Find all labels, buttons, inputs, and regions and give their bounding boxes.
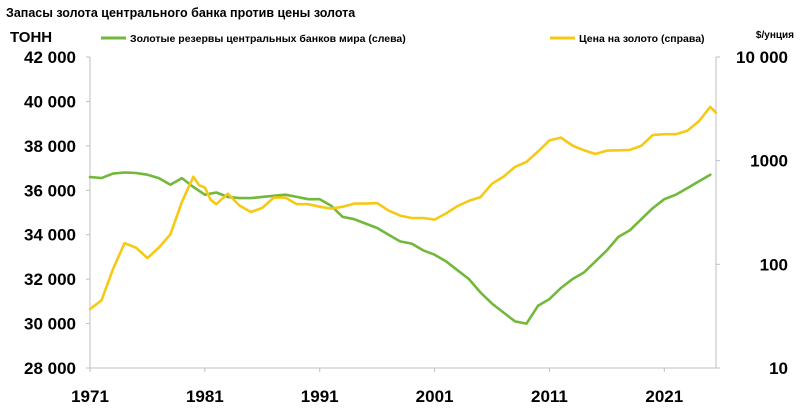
left-tick-label: 30 000 [24, 315, 76, 334]
legend-label: Цена на золото (справа) [579, 33, 705, 45]
series-layer [88, 105, 718, 325]
x-tick-label: 2021 [645, 387, 683, 406]
right-tick-label: 1000 [750, 152, 788, 171]
x-tick-label: 1971 [71, 387, 109, 406]
left-tick-label: 32 000 [24, 270, 76, 289]
legend-label: Золотые резервы центральных банков мира … [130, 33, 406, 45]
x-tick-label: 2011 [531, 387, 568, 406]
x-tick-label: 1981 [186, 387, 224, 406]
x-tick-label: 2001 [416, 387, 454, 406]
left-tick-label: 42 000 [24, 48, 76, 67]
right-tick-label: 100 [760, 255, 788, 274]
left-tick-label: 40 000 [24, 92, 76, 111]
chart-title: Запасы золота центрального банка против … [6, 6, 356, 20]
series-line-gold-price [88, 105, 718, 311]
left-axis-unit: ТОНН [10, 29, 52, 46]
right-tick-label: 10 000 [736, 48, 788, 67]
left-tick-label: 36 000 [24, 181, 76, 200]
left-tick-label: 34 000 [24, 226, 76, 245]
left-tick-label: 28 000 [24, 359, 76, 378]
right-tick-label: 10 [769, 359, 788, 378]
axes: 28 000 30 000 32 000 34 000 36 000 38 000 40 0… [10, 29, 794, 406]
left-tick-label: 38 000 [24, 137, 76, 156]
right-axis-unit: $/унция [756, 30, 794, 41]
series-line-central-bank-reserves [88, 171, 712, 325]
x-tick-label: 1991 [301, 387, 339, 406]
legend: Золотые резервы центральных банков мира … [101, 33, 705, 45]
